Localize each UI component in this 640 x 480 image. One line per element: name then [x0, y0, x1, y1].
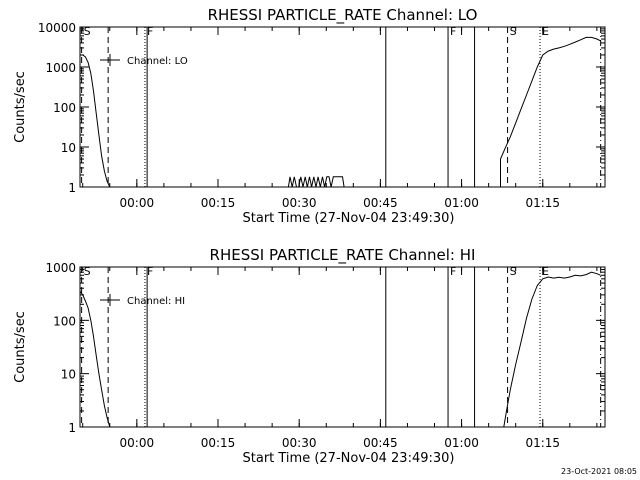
x-axis-title: Start Time (27-Nov-04 23:49:30) [243, 451, 455, 466]
x-tick-label: 00:45 [363, 196, 398, 210]
event-marker-label: F [450, 265, 456, 278]
y-tick-label: 100 [53, 314, 76, 328]
event-marker-label: E [542, 25, 549, 38]
chart-title: RHESSI PARTICLE_RATE Channel: HI [210, 246, 476, 265]
event-marker-label: E [542, 265, 549, 278]
event-marker-label: S [510, 25, 517, 38]
lo-channel-plot: RHESSI PARTICLE_RATE Channel: LO 1 10 100 10… [13, 6, 606, 226]
x-tick-label: 00:00 [120, 196, 155, 210]
y-tick-label: 10 [61, 141, 76, 155]
event-marker-label: F [147, 265, 153, 278]
y-tick-label: 100 [53, 101, 76, 115]
x-tick-label: 01:00 [444, 196, 479, 210]
data-series-line [79, 290, 113, 428]
hi-channel-plot: RHESSI PARTICLE_RATE Channel: HI 1 10 100 10… [13, 246, 606, 466]
x-tick-label: 01:15 [525, 196, 560, 210]
event-marker-label: S [84, 25, 91, 38]
legend-label: Channel: HI [127, 296, 185, 307]
chart-title: RHESSI PARTICLE_RATE Channel: LO [208, 6, 478, 25]
event-marker-label: F [147, 25, 153, 38]
data-series-line [500, 36, 601, 187]
x-tick-label: 00:30 [282, 436, 317, 450]
x-tick-label: 01:00 [444, 436, 479, 450]
event-marker-label: S [510, 265, 517, 278]
y-tick-label: 10 [61, 368, 76, 382]
y-axis-title: Counts/sec [13, 311, 28, 383]
x-tick-label: 00:15 [201, 196, 236, 210]
y-tick-label: 10000 [38, 21, 76, 35]
y-tick-label: 1000 [45, 261, 76, 275]
x-tick-label: 00:30 [282, 196, 317, 210]
x-tick-label: 00:45 [363, 436, 398, 450]
plot-frame [79, 266, 606, 428]
data-series-line [80, 54, 113, 188]
y-tick-label: 1000 [45, 61, 76, 75]
y-tick-label: 1 [68, 421, 76, 435]
y-axis-title: Counts/sec [13, 71, 28, 143]
x-tick-label: 01:15 [525, 436, 560, 450]
y-tick-label: 1 [68, 181, 76, 195]
plot-frame [79, 26, 606, 188]
legend-label: Channel: LO [127, 56, 188, 67]
event-marker-label: F [450, 25, 456, 38]
x-tick-label: 00:00 [120, 436, 155, 450]
x-axis-title: Start Time (27-Nov-04 23:49:30) [243, 211, 455, 226]
x-tick-label: 00:15 [201, 436, 236, 450]
data-series-line [287, 176, 345, 188]
data-series-line [503, 271, 601, 428]
footer-date-stamp: 23-Oct-2021 08:05 [561, 467, 637, 476]
event-marker-label: S [84, 265, 91, 278]
